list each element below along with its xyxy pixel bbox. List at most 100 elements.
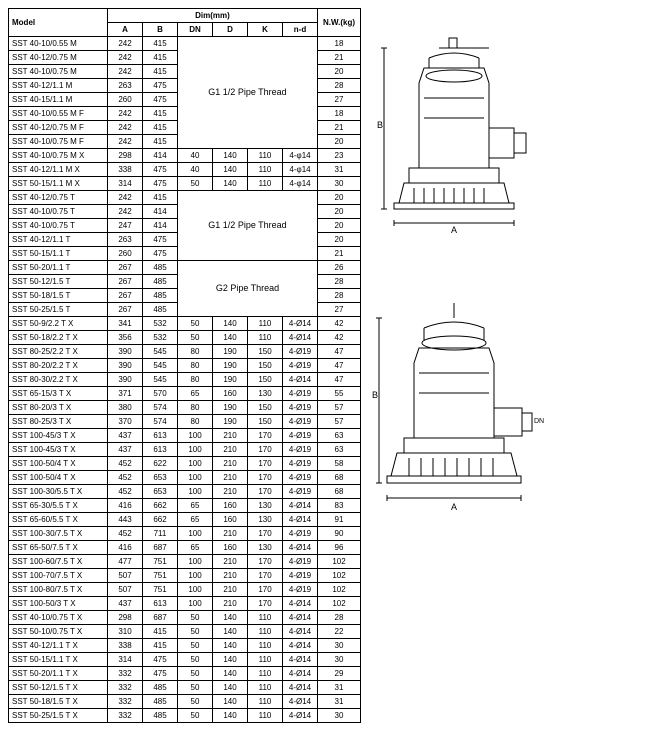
cell: 30 bbox=[318, 653, 361, 667]
cell: 190 bbox=[213, 359, 248, 373]
cell: 18 bbox=[318, 37, 361, 51]
cell: 80 bbox=[178, 373, 213, 387]
cell: SST 50-18/1.5 T X bbox=[9, 695, 108, 709]
cell: 100 bbox=[178, 597, 213, 611]
cell: 4-φ14 bbox=[283, 163, 318, 177]
cell: 475 bbox=[143, 93, 178, 107]
cell: 210 bbox=[213, 527, 248, 541]
cell: 443 bbox=[108, 513, 143, 527]
cell: 4-Ø19 bbox=[283, 429, 318, 443]
cell: SST 80-25/2.2 T X bbox=[9, 345, 108, 359]
cell: 263 bbox=[108, 79, 143, 93]
th-nd: n-d bbox=[283, 23, 318, 37]
cell: 475 bbox=[143, 163, 178, 177]
cell: 80 bbox=[178, 415, 213, 429]
cell: 267 bbox=[108, 261, 143, 275]
cell: 4-Ø19 bbox=[283, 527, 318, 541]
cell: SST 100-45/3 T X bbox=[9, 443, 108, 457]
cell: 170 bbox=[248, 457, 283, 471]
cell: 57 bbox=[318, 401, 361, 415]
cell: 298 bbox=[108, 149, 143, 163]
table-row: SST 50-18/1.5 T X332485501401104-Ø1431 bbox=[9, 695, 361, 709]
cell: 242 bbox=[108, 107, 143, 121]
cell: 332 bbox=[108, 667, 143, 681]
cell: 160 bbox=[213, 541, 248, 555]
cell: 415 bbox=[143, 65, 178, 79]
cell: SST 50-12/1.5 T bbox=[9, 275, 108, 289]
cell: 415 bbox=[143, 37, 178, 51]
cell: 4-Ø14 bbox=[283, 639, 318, 653]
cell: 110 bbox=[248, 163, 283, 177]
cell: 247 bbox=[108, 219, 143, 233]
cell: 160 bbox=[213, 499, 248, 513]
spec-table-wrap: Model Dim(mm) N.W.(kg) A B DN D K n-d SS… bbox=[8, 8, 361, 723]
cell: 475 bbox=[143, 667, 178, 681]
cell: 532 bbox=[143, 317, 178, 331]
cell: 4-Ø14 bbox=[283, 331, 318, 345]
cell: 622 bbox=[143, 457, 178, 471]
cell: 21 bbox=[318, 51, 361, 65]
cell: SST 40-12/1.1 T X bbox=[9, 639, 108, 653]
cell: 338 bbox=[108, 163, 143, 177]
cell: SST 40-12/0.75 T bbox=[9, 191, 108, 205]
cell: 47 bbox=[318, 359, 361, 373]
cell: 140 bbox=[213, 177, 248, 191]
cell: 58 bbox=[318, 457, 361, 471]
cell: 263 bbox=[108, 233, 143, 247]
cell: 380 bbox=[108, 401, 143, 415]
cell: 170 bbox=[248, 527, 283, 541]
cell: 65 bbox=[178, 499, 213, 513]
cell: 4-Ø19 bbox=[283, 359, 318, 373]
cell: 267 bbox=[108, 275, 143, 289]
cell: 55 bbox=[318, 387, 361, 401]
cell: SST 40-12/0.75 M F bbox=[9, 121, 108, 135]
cell: 80 bbox=[178, 401, 213, 415]
cell: 545 bbox=[143, 373, 178, 387]
cell: 210 bbox=[213, 569, 248, 583]
cell: 110 bbox=[248, 611, 283, 625]
cell: 110 bbox=[248, 639, 283, 653]
cell: 415 bbox=[143, 51, 178, 65]
cell: 40 bbox=[178, 163, 213, 177]
cell: SST 40-10/0.75 M X bbox=[9, 149, 108, 163]
cell: 20 bbox=[318, 191, 361, 205]
cell: 390 bbox=[108, 373, 143, 387]
cell: 140 bbox=[213, 611, 248, 625]
table-row: SST 40-12/1.1 M X338475401401104-φ1431 bbox=[9, 163, 361, 177]
cell: 20 bbox=[318, 233, 361, 247]
table-row: SST 100-30/5.5 T X4526531002101704-Ø1968 bbox=[9, 485, 361, 499]
cell: SST 80-25/3 T X bbox=[9, 415, 108, 429]
cell: 20 bbox=[318, 65, 361, 79]
table-row: SST 100-50/4 T X4526221002101704-Ø1958 bbox=[9, 457, 361, 471]
cell: SST 40-10/0.75 T bbox=[9, 205, 108, 219]
cell: 100 bbox=[178, 429, 213, 443]
cell: 150 bbox=[248, 415, 283, 429]
cell: 210 bbox=[213, 457, 248, 471]
cell: 210 bbox=[213, 429, 248, 443]
cell: 485 bbox=[143, 695, 178, 709]
cell: 371 bbox=[108, 387, 143, 401]
cell: 475 bbox=[143, 79, 178, 93]
cell: 140 bbox=[213, 667, 248, 681]
cell: 170 bbox=[248, 597, 283, 611]
cell: 80 bbox=[178, 359, 213, 373]
dim-a-label: A bbox=[451, 225, 457, 235]
cell: 102 bbox=[318, 555, 361, 569]
cell: 4-Ø14 bbox=[283, 597, 318, 611]
cell: 150 bbox=[248, 345, 283, 359]
table-row: SST 50-20/1.1 T X332475501401104-Ø1429 bbox=[9, 667, 361, 681]
cell: 30 bbox=[318, 177, 361, 191]
cell: SST 40-10/0.75 T bbox=[9, 219, 108, 233]
cell: 415 bbox=[143, 625, 178, 639]
cell: SST 50-9/2.2 T X bbox=[9, 317, 108, 331]
cell: 30 bbox=[318, 709, 361, 723]
cell: 485 bbox=[143, 289, 178, 303]
table-row: SST 80-20/2.2 T X390545801901504-Ø1947 bbox=[9, 359, 361, 373]
dim-dn-label: DN bbox=[534, 418, 544, 425]
cell: 110 bbox=[248, 331, 283, 345]
cell: 26 bbox=[318, 261, 361, 275]
cell: 415 bbox=[143, 639, 178, 653]
th-k: K bbox=[248, 23, 283, 37]
cell: SST 40-12/0.75 M bbox=[9, 51, 108, 65]
cell: SST 40-12/1.1 T bbox=[9, 233, 108, 247]
